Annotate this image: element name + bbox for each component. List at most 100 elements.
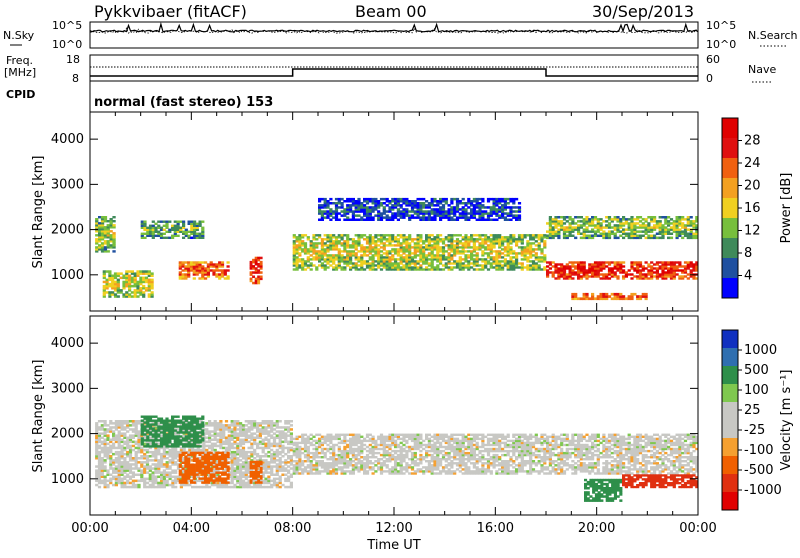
heatmap-cell [661, 261, 664, 263]
heatmap-cell [216, 482, 219, 485]
heatmap-cell [431, 216, 434, 219]
heatmap-cell [143, 425, 146, 427]
heatmap-cell [574, 222, 577, 225]
heatmap-cell [450, 242, 453, 244]
heatmap-cell [647, 269, 650, 271]
heatmap-cell [256, 443, 259, 446]
heatmap-cell [262, 455, 265, 458]
heatmap-cell [504, 236, 507, 238]
heatmap-cell [512, 250, 515, 252]
heatmap-cell [546, 230, 549, 233]
heatmap-cell [591, 293, 594, 296]
heatmap-cell [236, 486, 239, 489]
heatmap-cell [518, 246, 521, 248]
heatmap-cell [216, 445, 219, 448]
heatmap-cell [374, 268, 377, 270]
heatmap-cell [139, 277, 142, 280]
heatmap-cell [445, 210, 448, 213]
heatmap-cell [310, 258, 313, 260]
heatmap-cell [670, 233, 673, 236]
heatmap-cell [625, 233, 628, 236]
heatmap-cell [143, 416, 146, 418]
heatmap-cell [509, 234, 512, 236]
heatmap-cell [341, 266, 344, 268]
heatmap-cell [602, 295, 605, 298]
heatmap-cell [355, 200, 358, 203]
heatmap-cell [101, 424, 104, 427]
heatmap-cell [462, 198, 465, 201]
heatmap-cell [481, 210, 484, 213]
heatmap-cell [257, 257, 260, 260]
heatmap-cell [676, 261, 679, 263]
heatmap-cell [645, 295, 648, 298]
heatmap-cell [112, 453, 115, 456]
freq-unit: [MHz] [4, 66, 36, 79]
heatmap-cell [126, 480, 129, 483]
heatmap-cell [250, 420, 253, 423]
heatmap-cell [518, 252, 521, 254]
heatmap-cell [386, 210, 389, 213]
heatmap-cell [478, 264, 481, 266]
heatmap-cell [473, 238, 476, 240]
heatmap-cell [436, 242, 439, 244]
heatmap-cell [326, 244, 329, 246]
heatmap-cell [642, 222, 645, 225]
heatmap-cell [611, 218, 614, 221]
heatmap-cell [436, 234, 439, 236]
heatmap-cell [248, 451, 251, 454]
heatmap-cell [262, 486, 265, 489]
heatmap-cell [290, 447, 293, 450]
heatmap-cell [464, 264, 467, 266]
heatmap-cell [101, 242, 104, 244]
heatmap-cell [160, 453, 163, 456]
heatmap-cell [250, 271, 253, 274]
heatmap-cell [293, 240, 296, 242]
heatmap-cell [383, 234, 386, 236]
heatmap-cell [549, 216, 552, 219]
heatmap-cell [509, 206, 512, 209]
heatmap-cell [639, 261, 642, 263]
heatmap-cell [262, 420, 265, 423]
heatmap-cell [171, 480, 174, 483]
heatmap-cell [445, 262, 448, 264]
heatmap-cell [543, 234, 546, 236]
freq-tick-bottom: 8 [72, 72, 79, 85]
heatmap-cell [419, 216, 422, 219]
heatmap-cell [690, 220, 693, 223]
heatmap-cell [222, 441, 225, 444]
heatmap-cell [293, 242, 296, 244]
heatmap-cell [253, 457, 256, 460]
heatmap-cell [501, 256, 504, 258]
heatmap-cell [134, 272, 137, 275]
heatmap-cell [400, 210, 403, 213]
heatmap-cell [145, 277, 148, 280]
heatmap-cell [543, 254, 546, 256]
y-tick-label: 1000 [51, 268, 84, 283]
heatmap-cell [639, 230, 642, 233]
heatmap-cell [106, 291, 109, 294]
heatmap-cell [224, 277, 227, 279]
heatmap-cell [639, 295, 642, 298]
heatmap-cell [318, 264, 321, 266]
heatmap-cell [151, 291, 154, 294]
heatmap-cell [577, 297, 580, 300]
heatmap-cell [681, 265, 684, 267]
heatmap-cell [136, 270, 139, 273]
heatmap-cell [678, 228, 681, 231]
heatmap-cell [218, 273, 221, 275]
heatmap-cell [388, 234, 391, 236]
heatmap-cell [221, 269, 224, 271]
heatmap-cell [453, 234, 456, 236]
heatmap-cell [386, 234, 389, 236]
heatmap-cell [535, 234, 538, 236]
heatmap-cell [394, 198, 397, 201]
heatmap-cell [625, 297, 628, 300]
heatmap-cell [464, 250, 467, 252]
heatmap-cell [512, 210, 515, 213]
heatmap-cell [357, 234, 360, 236]
nsky-panel: N.Sky 10^5 10^0 10^5 10^0 N.Search [3, 19, 798, 51]
heatmap-cell [318, 204, 321, 207]
heatmap-cell [645, 237, 648, 240]
heatmap-cell [659, 273, 662, 275]
heatmap-cell [270, 453, 273, 456]
